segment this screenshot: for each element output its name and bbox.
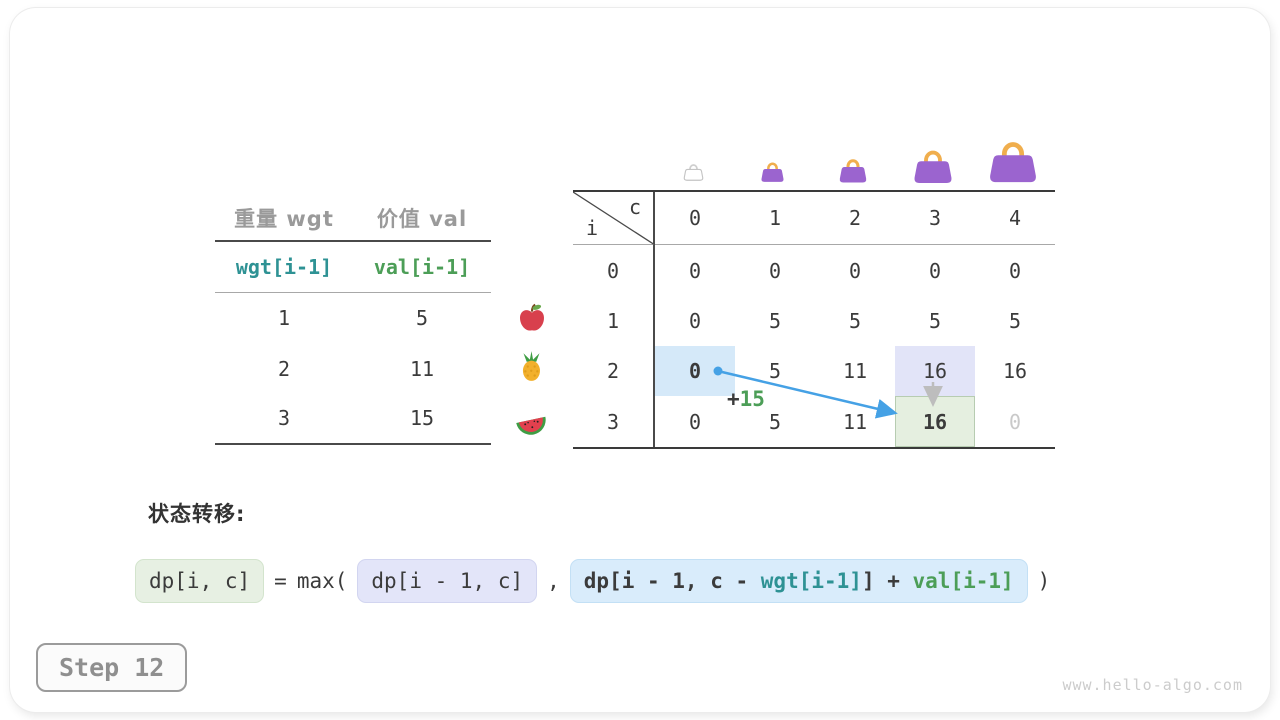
dp-cell-current: 16 [895,396,975,447]
row-variable-label: i [586,216,599,240]
gain-value: 15 [739,387,765,411]
dp-cell: 0 [768,258,782,283]
val-expression: val[i-1] [373,255,471,279]
empty-bag-icon [683,161,704,186]
bag-icon [912,146,954,189]
dp-cell: 5 [848,309,862,333]
pineapple-icon [516,350,548,382]
value-gain-annotation: +15 [727,387,765,411]
items-table-header: 重量 wgt 价值 val [215,196,491,240]
dp-row-header: 0 [573,245,655,296]
apple-icon [516,302,548,334]
item-2-value: 11 [409,356,435,381]
dp-col-header: 3 [895,192,975,245]
item-row-1: 1 5 [215,293,491,344]
arg2-val-term: val[i-1] [912,569,1014,593]
state-transition-formula: dp[i, c] = max( dp[i - 1, c] , dp[i - 1,… [135,559,1050,603]
arg2-mid: ] + [861,569,913,593]
bag-icon [838,156,868,188]
value-column-header: 价值 val [376,207,468,231]
item-3-weight: 3 [277,406,291,431]
dp-row-header: 3 [573,396,655,447]
item-1-value: 5 [415,306,429,331]
wgt-expression: wgt[i-1] [235,255,333,279]
dp-cell: 0 [848,258,862,283]
dp-cell: 5 [768,409,782,434]
item-2-weight: 2 [277,356,291,381]
dp-col-header: 4 [975,192,1055,245]
arg2-prefix: dp[i - 1, c - [583,569,761,593]
dp-cell: 11 [842,359,868,383]
dp-corner-cell: c i [573,192,655,245]
dp-col-header: 0 [655,192,735,245]
items-table-subheader: wgt[i-1] val[i-1] [215,240,491,293]
dp-cell: 0 [1008,258,1022,283]
comma: , [547,569,560,593]
dp-cell: 0 [688,309,702,333]
state-transition-label: 状态转移: [148,502,246,526]
item-3-value: 15 [409,406,435,431]
close-paren: ) [1037,569,1051,593]
dp-cell: 16 [1002,359,1028,383]
dp-row-header: 1 [573,296,655,346]
site-watermark: www.hello-algo.com [1062,676,1243,694]
bag-icon [760,160,785,187]
dp-cell-source: 0 [655,346,735,396]
watermelon-icon [514,406,546,438]
equals-sign: = [274,569,287,593]
dp-cell: 0 [928,258,942,283]
formula-lhs: dp[i, c] [135,559,265,603]
dp-cell: 11 [842,409,868,434]
item-1-weight: 1 [277,306,291,331]
arg2-wgt-term: wgt[i-1] [760,569,862,593]
dp-cell-unvisited: 0 [1008,409,1022,434]
weight-column-header: 重量 wgt [234,207,334,231]
col-variable-label: c [628,195,641,219]
dp-cell: 5 [768,309,782,333]
dp-table: c i 0 1 2 3 4 0 0 0 0 0 0 1 0 5 5 5 5 2 … [573,190,1055,449]
plus-sign: + [727,387,740,411]
item-row-3: 3 15 [215,394,491,445]
formula-arg-take: dp[i - 1, c - wgt[i-1]] + val[i-1] [569,559,1028,603]
dp-row-header: 2 [573,346,655,396]
dp-cell: 5 [928,309,942,333]
dp-cell-candidate: 16 [895,346,975,396]
dp-col-header: 1 [735,192,815,245]
items-table: 重量 wgt 价值 val wgt[i-1] val[i-1] 1 5 2 11… [215,196,491,445]
dp-cell: 5 [1008,309,1022,333]
dp-cell: 0 [688,258,702,283]
step-badge: Step 12 [36,643,188,692]
step-label: Step 12 [59,653,165,682]
dp-col-header: 2 [815,192,895,245]
bag-icon [987,136,1039,189]
item-row-2: 2 11 [215,344,491,395]
diagonal-divider [573,192,655,245]
dp-cell: 0 [688,409,702,434]
formula-arg-skip: dp[i - 1, c] [357,559,538,603]
max-open: max( [296,569,348,593]
